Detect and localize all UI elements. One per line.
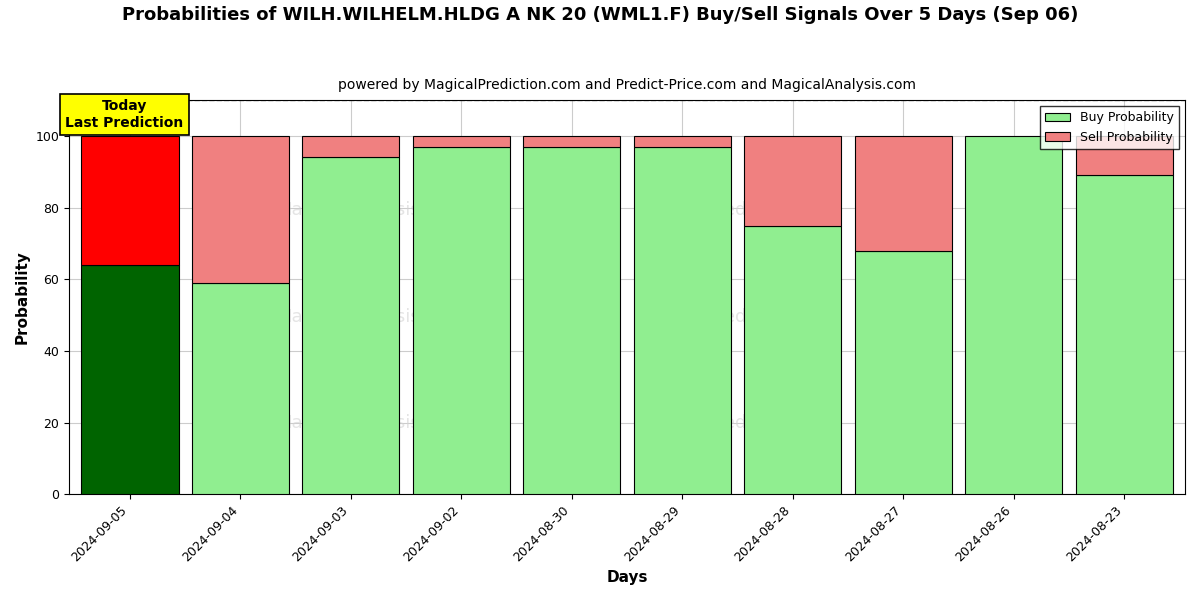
Bar	[965, 136, 1062, 494]
Bar	[82, 265, 179, 494]
Bar	[854, 136, 952, 251]
Title: powered by MagicalPrediction.com and Predict-Price.com and MagicalAnalysis.com: powered by MagicalPrediction.com and Pre…	[338, 78, 916, 92]
Text: MagicalAnalysis.com: MagicalAnalysis.com	[276, 202, 464, 220]
Text: MagicalPrediction.com: MagicalPrediction.com	[637, 308, 840, 326]
Text: MagicalAnalysis.com: MagicalAnalysis.com	[276, 308, 464, 326]
Bar	[302, 136, 400, 157]
Bar	[854, 251, 952, 494]
Y-axis label: Probability: Probability	[16, 250, 30, 344]
Bar	[634, 136, 731, 146]
Bar	[192, 136, 289, 283]
Text: MagicalAnalysis.com: MagicalAnalysis.com	[276, 415, 464, 433]
Text: Today
Last Prediction: Today Last Prediction	[65, 100, 184, 130]
X-axis label: Days: Days	[606, 570, 648, 585]
Bar	[523, 146, 620, 494]
Bar	[744, 226, 841, 494]
Bar	[1075, 136, 1172, 175]
Text: MagicalPrediction.com: MagicalPrediction.com	[637, 202, 840, 220]
Bar	[82, 136, 179, 265]
Bar	[192, 283, 289, 494]
Bar	[302, 157, 400, 494]
Text: Probabilities of WILH.WILHELM.HLDG A NK 20 (WML1.F) Buy/Sell Signals Over 5 Days: Probabilities of WILH.WILHELM.HLDG A NK …	[122, 6, 1078, 24]
Bar	[744, 136, 841, 226]
Bar	[634, 146, 731, 494]
Legend: Buy Probability, Sell Probability: Buy Probability, Sell Probability	[1040, 106, 1178, 149]
Bar	[1075, 175, 1172, 494]
Bar	[523, 136, 620, 146]
Bar	[413, 146, 510, 494]
Text: MagicalPrediction.com: MagicalPrediction.com	[637, 415, 840, 433]
Bar	[413, 136, 510, 146]
